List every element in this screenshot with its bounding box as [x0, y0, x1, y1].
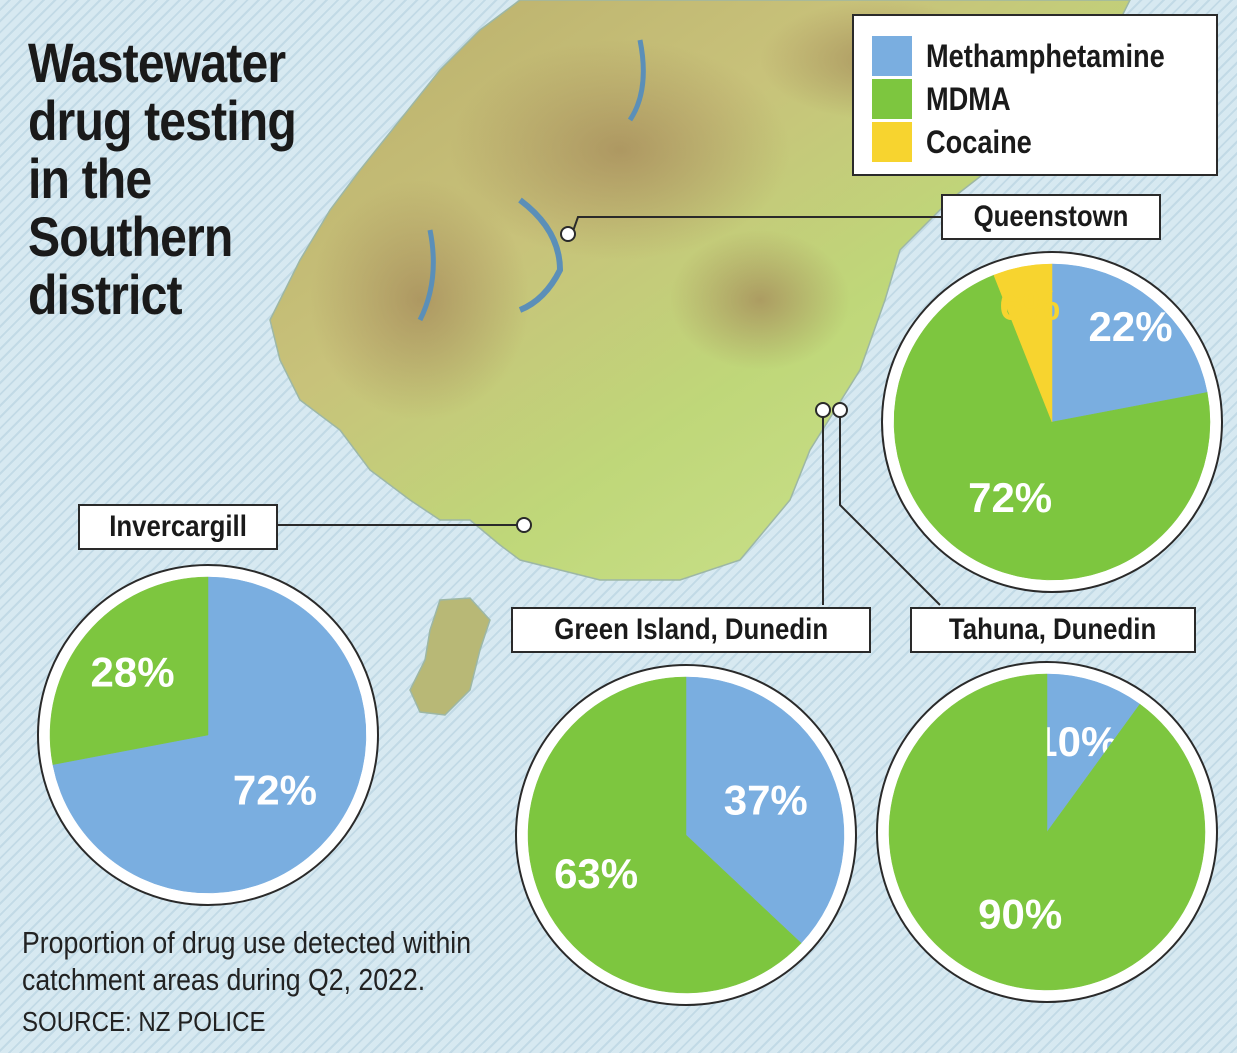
leader-tahuna	[839, 410, 941, 606]
pie-slice-methamphetamine	[1046, 673, 1141, 833]
marker-queenstown	[560, 226, 576, 242]
label-invercargill-text: Invercargill	[109, 510, 247, 543]
pie-label-mdma: 28%	[90, 649, 174, 696]
pie-slice-methamphetamine	[1051, 263, 1208, 423]
lake-wanaka	[627, 39, 646, 122]
chart-title: Wastewater drug testing in the Southern …	[28, 31, 297, 326]
marker-invercargill	[516, 517, 532, 533]
pie-queenstown: 22% 72% 6%	[881, 251, 1223, 593]
source-credit: SOURCE: NZ POLICE	[22, 1006, 266, 1037]
label-tahuna: Tahuna, Dunedin	[910, 607, 1196, 653]
pie-label-mdma: 72%	[968, 474, 1052, 521]
marker-green-island	[815, 402, 831, 418]
pie-label-methamphetamine: 37%	[724, 776, 808, 823]
pie-invercargill: 72% 28%	[37, 564, 379, 906]
pie-slice-mdma	[527, 676, 802, 994]
marker-tahuna	[832, 402, 848, 418]
land-stewart-island	[409, 597, 491, 716]
pie-slice-methamphetamine	[685, 676, 845, 944]
pie-slice-methamphetamine	[52, 576, 367, 894]
pie-slice-mdma	[49, 576, 209, 765]
legend-label-cocaine: Cocaine	[926, 123, 1032, 160]
pie-label-mdma: 63%	[554, 850, 638, 897]
pie-label-cocaine: 6%	[999, 282, 1060, 329]
mountain-shade-3	[670, 230, 850, 370]
pie-slice-cocaine	[993, 263, 1053, 423]
legend-swatch-methamphetamine	[872, 36, 912, 76]
mountain-shade-2	[310, 180, 530, 420]
pie-label-methamphetamine: 22%	[1089, 303, 1173, 350]
label-green-island: Green Island, Dunedin	[511, 607, 871, 653]
label-tahuna-text: Tahuna, Dunedin	[949, 613, 1157, 646]
legend-label-mdma: MDMA	[926, 80, 1011, 117]
pie-green-island: 37% 63%	[515, 664, 857, 1006]
caption-note: Proportion of drug use detected within c…	[22, 925, 472, 997]
lake-te-anau	[417, 229, 436, 322]
legend-label-methamphetamine: Methamphetamine	[926, 37, 1165, 74]
leader-queenstown	[571, 216, 944, 235]
legend: Methamphetamine MDMA Cocaine	[852, 14, 1218, 176]
legend-swatch-mdma	[872, 79, 912, 119]
pie-label-mdma: 90%	[978, 891, 1062, 938]
label-queenstown-text: Queenstown	[973, 200, 1129, 233]
pie-label-methamphetamine: 72%	[233, 766, 317, 813]
pie-tahuna: 10%90%	[876, 661, 1218, 1003]
pie-slice-mdma	[888, 673, 1206, 991]
legend-item-methamphetamine: Methamphetamine	[872, 36, 1207, 76]
lake-wakatipu	[518, 197, 564, 313]
label-invercargill: Invercargill	[78, 504, 278, 550]
leader-lines	[278, 216, 944, 606]
pie-slice-mdma	[893, 274, 1211, 581]
label-queenstown: Queenstown	[941, 194, 1161, 240]
legend-item-mdma: MDMA	[872, 79, 1026, 119]
legend-swatch-cocaine	[872, 122, 912, 162]
mountain-shade-1	[450, 40, 790, 260]
label-green-island-text: Green Island, Dunedin	[554, 613, 828, 646]
legend-item-cocaine: Cocaine	[872, 122, 1050, 162]
location-markers	[516, 226, 848, 533]
